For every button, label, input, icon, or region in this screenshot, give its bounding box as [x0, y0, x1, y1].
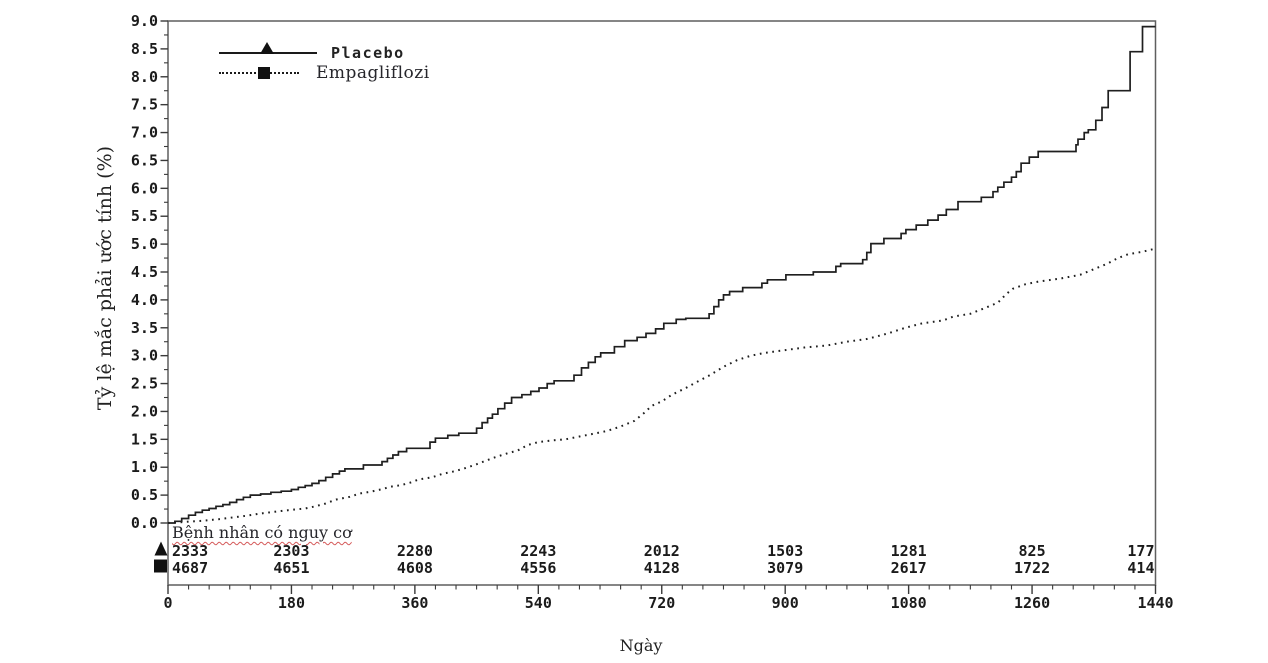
risk-table-header: Bệnh nhân có nguy cơ: [172, 523, 352, 542]
risk-count: 2012: [644, 542, 680, 560]
empagliflozi-curve: [167, 247, 1156, 524]
plot-border: [167, 20, 1157, 586]
risk-count: 3079: [767, 559, 803, 577]
risk-count: 2303: [273, 542, 309, 560]
risk-count: 1503: [767, 542, 803, 560]
legend-label-empagliflozi: Empagliflozi: [316, 63, 430, 83]
y-tick-label: 0.5: [131, 486, 158, 504]
y-tick-label: 3.0: [131, 347, 158, 365]
y-tick-label: 1.5: [131, 430, 158, 448]
y-tick-label: 0.0: [131, 514, 158, 532]
risk-row-square-icon: [154, 559, 167, 573]
x-tick-label: 1260: [1014, 594, 1050, 612]
x-tick-label: 720: [648, 594, 675, 612]
y-tick-label: 5.0: [131, 235, 158, 253]
x-tick-label: 0: [163, 594, 172, 612]
x-tick-label: 360: [401, 594, 428, 612]
risk-count: 1281: [891, 542, 927, 560]
placebo-line-sample: [219, 42, 317, 54]
y-tick-label: 3.5: [131, 319, 158, 337]
risk-count: 825: [1019, 542, 1046, 560]
y-tick-label: 2.5: [131, 375, 158, 393]
risk-count: 4128: [644, 559, 680, 577]
placebo-curve: [168, 25, 1156, 524]
risk-count: 2280: [397, 542, 433, 560]
triangle-marker-icon: [260, 42, 274, 54]
legend: Placebo Empagliflozi: [219, 42, 430, 83]
square-marker-icon: [258, 67, 270, 79]
risk-count: 4651: [273, 559, 309, 577]
empagliflozi-line-sample: [219, 67, 299, 79]
y-tick-label: 7.0: [131, 124, 158, 142]
x-tick-label: 1080: [891, 594, 927, 612]
risk-count: 177: [1127, 542, 1154, 560]
risk-count: 414: [1127, 559, 1154, 577]
risk-count: 4687: [172, 559, 208, 577]
y-tick-label: 2.0: [131, 402, 158, 420]
x-tick-label: 900: [772, 594, 799, 612]
x-tick-label: 1440: [1137, 594, 1173, 612]
y-tick-label: 9.0: [131, 12, 158, 30]
risk-count: 1722: [1014, 559, 1050, 577]
legend-label-placebo: Placebo: [331, 44, 405, 62]
x-axis-title: Ngày: [619, 636, 663, 655]
risk-count: 4556: [520, 559, 556, 577]
y-tick-label: 8.0: [131, 68, 158, 86]
legend-item-empagliflozi: Empagliflozi: [219, 63, 430, 83]
risk-count: 2617: [891, 559, 927, 577]
y-axis-title: Tỷ lệ mắc phải ước tính (%): [94, 145, 116, 411]
risk-count: 2333: [172, 542, 208, 560]
legend-item-placebo: Placebo: [219, 42, 430, 63]
risk-count: 2243: [520, 542, 556, 560]
y-tick-label: 4.0: [131, 291, 158, 309]
y-tick-label: 6.0: [131, 179, 158, 197]
y-tick-label: 4.5: [131, 263, 158, 281]
y-tick-label: 6.5: [131, 151, 158, 169]
y-tick-label: 8.5: [131, 40, 158, 58]
y-tick-label: 5.5: [131, 207, 158, 225]
y-tick-label: 7.5: [131, 96, 158, 114]
risk-row-triangle-icon: [154, 541, 168, 556]
y-tick-label: 1.0: [131, 458, 158, 476]
x-tick-label: 540: [525, 594, 552, 612]
x-tick-label: 180: [278, 594, 305, 612]
risk-count: 4608: [397, 559, 433, 577]
